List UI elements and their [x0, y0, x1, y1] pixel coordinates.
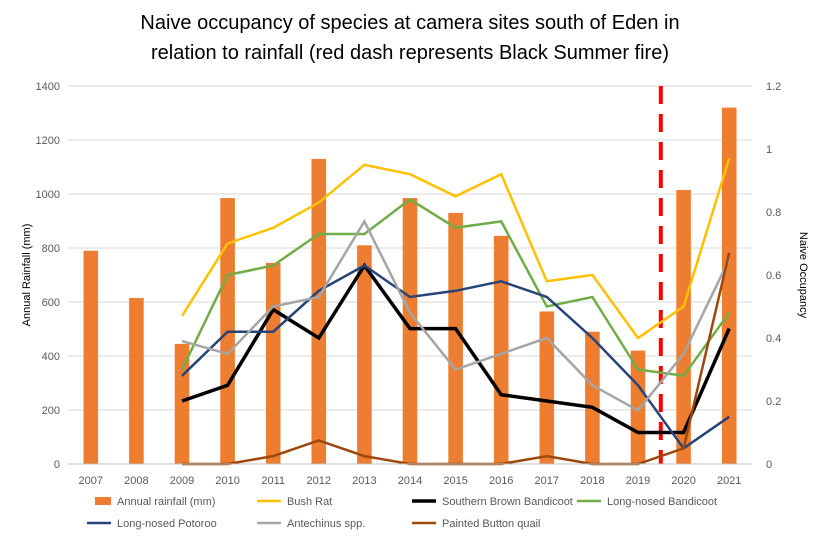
- rainfall-bar: [265, 262, 281, 464]
- series-line-antechinus-spp: [181, 218, 731, 413]
- legend-label-painted-button-quail: Painted Button quail: [442, 518, 540, 530]
- y-right-axis-title: Naive Occupancy: [797, 232, 809, 319]
- x-tick-label: 2015: [443, 475, 467, 487]
- legend-label-long-nosed-potoroo: Long-nosed Potoroo: [117, 518, 217, 530]
- rainfall-bar: [174, 343, 190, 464]
- y-right-tick-label: 0.2: [766, 396, 781, 408]
- legend-label-southern-brown-bandicoot: Southern Brown Bandicoot: [442, 496, 573, 508]
- legend-label-annual-rainfall-mm: Annual rainfall (mm): [117, 496, 215, 508]
- rainfall-bar: [585, 331, 600, 464]
- y-left-tick-label: 1400: [36, 81, 60, 93]
- series-line-long-nosed-bandicoot: [180, 197, 731, 378]
- y-right-tick-label: 0: [766, 459, 772, 471]
- y-right-tick-label: 0.6: [766, 270, 781, 282]
- x-tick-label: 2008: [124, 475, 148, 487]
- line-layer: [180, 158, 731, 466]
- y-left-axis-title: Annual Rainfall (mm): [21, 224, 33, 327]
- rainfall-bar: [539, 311, 555, 464]
- x-tick-label: 2017: [535, 475, 559, 487]
- chart-title-line-2: relation to rainfall (red dash represent…: [151, 42, 669, 64]
- legend-label-bush-rat: Bush Rat: [287, 496, 332, 508]
- series-line-long-nosed-potoroo: [181, 264, 730, 451]
- y-left-tick-label: 800: [42, 243, 60, 255]
- rainfall-bar: [493, 235, 509, 464]
- x-tick-label: 2019: [626, 475, 650, 487]
- rainfall-bar: [83, 250, 99, 464]
- chart-title-line-1: Naive occupancy of species at camera sit…: [140, 12, 680, 34]
- x-tick-label: 2014: [398, 475, 422, 487]
- series-line-southern-brown-bandicoot: [181, 262, 731, 435]
- legend-swatch-annual-rainfall-mm: [95, 497, 111, 505]
- y-right-tick-label: 0.8: [766, 207, 781, 219]
- rainfall-bar: [448, 212, 463, 464]
- x-tick-label: 2021: [717, 475, 741, 487]
- rainfall-bar: [721, 107, 737, 464]
- series-line-bush-rat: [180, 158, 731, 340]
- y-left-tick-label: 600: [42, 297, 60, 309]
- x-tick-label: 2009: [170, 475, 194, 487]
- x-tick-label: 2018: [580, 475, 604, 487]
- y-left-tick-label: 200: [42, 405, 60, 417]
- legend-layer: Annual rainfall (mm) Bush Rat Southern Bro…: [87, 496, 717, 530]
- y-left-tick-label: 0: [54, 459, 60, 471]
- y-left-tick-label: 1200: [36, 135, 60, 147]
- y-left-tick-label: 1000: [36, 189, 60, 201]
- rainfall-bar: [357, 245, 372, 464]
- x-tick-label: 2020: [671, 475, 695, 487]
- y-right-tick-label: 1.2: [766, 81, 781, 93]
- x-tick-label: 2010: [215, 475, 239, 487]
- x-tick-label: 2016: [489, 475, 513, 487]
- rainfall-bar: [402, 198, 418, 465]
- y-right-tick-label: 0.4: [766, 333, 781, 345]
- bar-layer: [83, 107, 737, 465]
- x-tick-label: 2013: [352, 475, 376, 487]
- rainfall-bar: [129, 297, 144, 464]
- rainfall-bar: [630, 350, 646, 464]
- axis-layer: 0 200 400 600 800 1000 1200 1400 0 0.2 0.4 0.6 0.8 1 1…: [21, 81, 809, 487]
- y-left-tick-label: 400: [42, 351, 60, 363]
- y-right-tick-label: 1: [766, 144, 772, 156]
- x-tick-label: 2012: [307, 475, 331, 487]
- legend-label-antechinus-spp: Antechinus spp.: [287, 518, 365, 530]
- rainfall-bar: [676, 189, 691, 464]
- x-tick-label: 2007: [79, 475, 103, 487]
- legend-label-long-nosed-bandicoot: Long-nosed Bandicoot: [607, 496, 717, 508]
- x-tick-label: 2011: [261, 475, 285, 487]
